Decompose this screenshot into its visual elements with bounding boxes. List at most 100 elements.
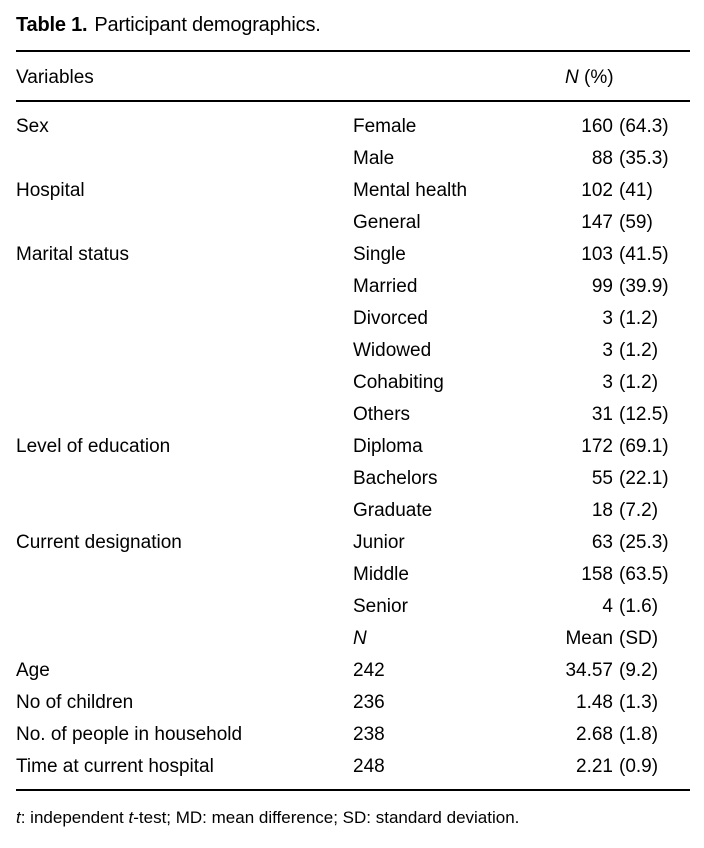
cell-item: Single (353, 244, 406, 265)
footnote-segment: : independent (20, 808, 129, 827)
table-row: Time at current hospital 248 2.21 (0.9) (16, 751, 690, 783)
cell-variable (16, 207, 353, 239)
table-rule-header (16, 100, 690, 102)
cell-value: 3 (602, 308, 613, 329)
cell-item: Bachelors (353, 468, 438, 489)
cell-variable: No. of people in household (16, 724, 243, 745)
cell-variable: Time at current hospital (16, 756, 214, 777)
cell-value: 2.68 (576, 724, 613, 745)
cell-paren: (1.2) (619, 372, 659, 393)
cell-item: 248 (353, 756, 385, 777)
table-row: Age 242 34.57 (9.2) (16, 655, 690, 687)
table-header-row: Variables N (%) (16, 64, 690, 92)
table-row: Senior 4 (1.6) (16, 591, 690, 623)
column-header-n-pct: N (%) (565, 64, 690, 92)
cell-value: 34.57 (565, 660, 613, 681)
cell-paren: (63.5) (619, 564, 669, 585)
cell-paren: (69.1) (619, 436, 669, 457)
cell-paren: (41) (619, 180, 653, 201)
cell-paren: (41.5) (619, 244, 669, 265)
cell-item: Middle (353, 564, 409, 585)
cell-item: Widowed (353, 340, 432, 361)
cell-value: 1.48 (576, 692, 613, 713)
cell-variable (16, 591, 353, 623)
table-row: N Mean (SD) (16, 623, 690, 655)
cell-item: 236 (353, 692, 385, 713)
cell-variable (16, 303, 353, 335)
cell-item: Female (353, 116, 417, 137)
cell-item: Others (353, 404, 411, 425)
table-title-label: Table 1. (16, 14, 88, 36)
cell-paren: (35.3) (619, 148, 669, 169)
table-body: Sex Female 160 (64.3) Male 88 (35.3) Hos… (16, 111, 690, 783)
cell-item: Senior (353, 596, 408, 617)
cell-value: 3 (602, 340, 613, 361)
table-row: Marital status Single 103 (41.5) (16, 239, 690, 271)
column-header-variables: Variables (16, 67, 94, 88)
cell-paren: (1.3) (619, 692, 659, 713)
table-row: Middle 158 (63.5) (16, 559, 690, 591)
cell-variable (16, 559, 353, 591)
cell-variable (16, 143, 353, 175)
cell-value: 102 (581, 180, 613, 201)
cell-item: General (353, 212, 421, 233)
cell-variable: Level of education (16, 436, 171, 457)
cell-item: Male (353, 148, 395, 169)
table-row: Level of education Diploma 172 (69.1) (16, 431, 690, 463)
footnote-segment: t (128, 808, 134, 827)
cell-item: N (353, 628, 367, 649)
cell-item: 238 (353, 724, 385, 745)
cell-item: Mental health (353, 180, 468, 201)
cell-variable: Age (16, 660, 50, 681)
cell-value: 63 (591, 532, 613, 553)
cell-variable (16, 463, 353, 495)
cell-variable: No of children (16, 692, 134, 713)
cell-value: 31 (591, 404, 613, 425)
cell-variable (16, 271, 353, 303)
cell-paren: (1.8) (619, 724, 659, 745)
cell-paren: (1.2) (619, 308, 659, 329)
cell-paren: (39.9) (619, 276, 669, 297)
cell-value: 147 (581, 212, 613, 233)
table-row: Bachelors 55 (22.1) (16, 463, 690, 495)
cell-paren: (0.9) (619, 756, 659, 777)
cell-paren: (9.2) (619, 660, 659, 681)
table-row: Married 99 (39.9) (16, 271, 690, 303)
cell-paren: (1.6) (619, 596, 659, 617)
cell-value: 99 (591, 276, 613, 297)
cell-paren: (12.5) (619, 404, 669, 425)
table-title: Table 1. Participant demographics. (16, 12, 321, 38)
table-rule-bottom (16, 789, 690, 791)
cell-paren: (59) (619, 212, 653, 233)
footnote: t: independent t-test; MD: mean differen… (16, 806, 519, 830)
table-row: Others 31 (12.5) (16, 399, 690, 431)
table-row: Cohabiting 3 (1.2) (16, 367, 690, 399)
cell-variable (16, 367, 353, 399)
cell-item: Cohabiting (353, 372, 444, 393)
table-row: Sex Female 160 (64.3) (16, 111, 690, 143)
cell-paren: (64.3) (619, 116, 669, 137)
cell-variable: Current designation (16, 532, 182, 553)
table-row: No. of people in household 238 2.68 (1.8… (16, 719, 690, 751)
table-row: Male 88 (35.3) (16, 143, 690, 175)
cell-value: 55 (591, 468, 613, 489)
cell-value: 158 (581, 564, 613, 585)
cell-value: 103 (581, 244, 613, 265)
cell-paren: (25.3) (619, 532, 669, 553)
cell-variable: Sex (16, 116, 49, 137)
cell-variable (16, 495, 353, 527)
footnote-segment: -test; MD: mean difference; SD: standard… (133, 808, 520, 827)
table-rule-top (16, 50, 690, 52)
table-row: Hospital Mental health 102 (41) (16, 175, 690, 207)
table-row: Widowed 3 (1.2) (16, 335, 690, 367)
cell-paren: (SD) (619, 628, 659, 649)
cell-item: Graduate (353, 500, 433, 521)
table-title-caption: Participant demographics. (94, 14, 321, 36)
cell-item: 242 (353, 660, 385, 681)
cell-paren: (7.2) (619, 500, 659, 521)
cell-item: Junior (353, 532, 405, 553)
table-row: General 147 (59) (16, 207, 690, 239)
cell-paren: (22.1) (619, 468, 669, 489)
cell-item: Divorced (353, 308, 428, 329)
table-row: No of children 236 1.48 (1.3) (16, 687, 690, 719)
